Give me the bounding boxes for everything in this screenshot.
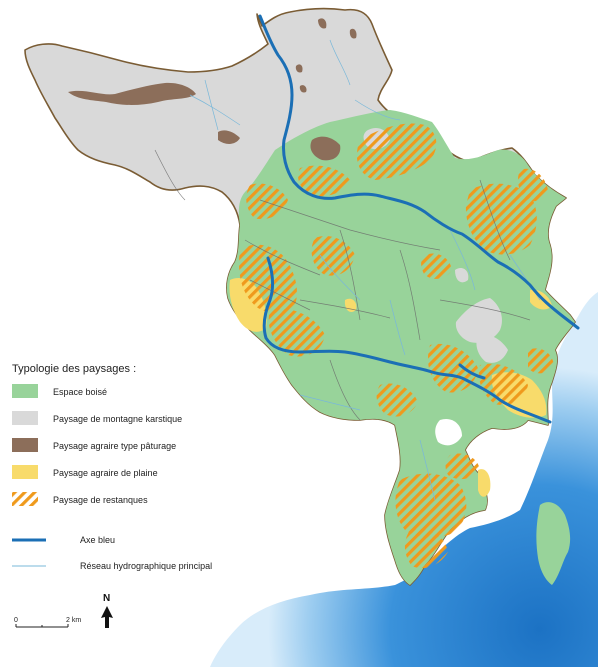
- legend-swatch-plaine: [12, 465, 38, 479]
- legend-label-karst: Paysage de montagne karstique: [53, 414, 182, 424]
- commune-boundaries: [154, 149, 531, 421]
- legend-label-axe: Axe bleu: [80, 535, 115, 545]
- legend-label-restanques: Paysage de restanques: [53, 495, 148, 505]
- legend-label-reseau: Réseau hydrographique principal: [80, 561, 212, 571]
- north-label: N: [103, 593, 110, 604]
- legend: Typologie des paysages : Espace boisé Pa…: [12, 363, 212, 571]
- restanques-areas: [239, 123, 554, 569]
- legend-label-boise: Espace boisé: [53, 387, 107, 397]
- blue-axis: [258, 14, 580, 424]
- sea-area: [210, 292, 598, 667]
- legend-label-paturage: Paysage agraire type pâturage: [53, 441, 176, 451]
- legend-swatch-restanques: [12, 492, 38, 506]
- scale-start: 0: [14, 617, 18, 624]
- legend-swatch-boise: [12, 384, 38, 398]
- north-arrow-icon: N: [101, 593, 113, 628]
- scale-end: 2 km: [66, 617, 81, 624]
- pasture-patches: [68, 18, 357, 161]
- legend-swatch-paturage: [12, 438, 38, 452]
- legend-label-plaine: Paysage agraire de plaine: [53, 468, 158, 478]
- legend-swatch-karst: [12, 411, 38, 425]
- hydro-network: [189, 39, 541, 501]
- legend-title: Typologie des paysages :: [12, 363, 136, 375]
- scale-bar: 0 2 km: [14, 617, 81, 628]
